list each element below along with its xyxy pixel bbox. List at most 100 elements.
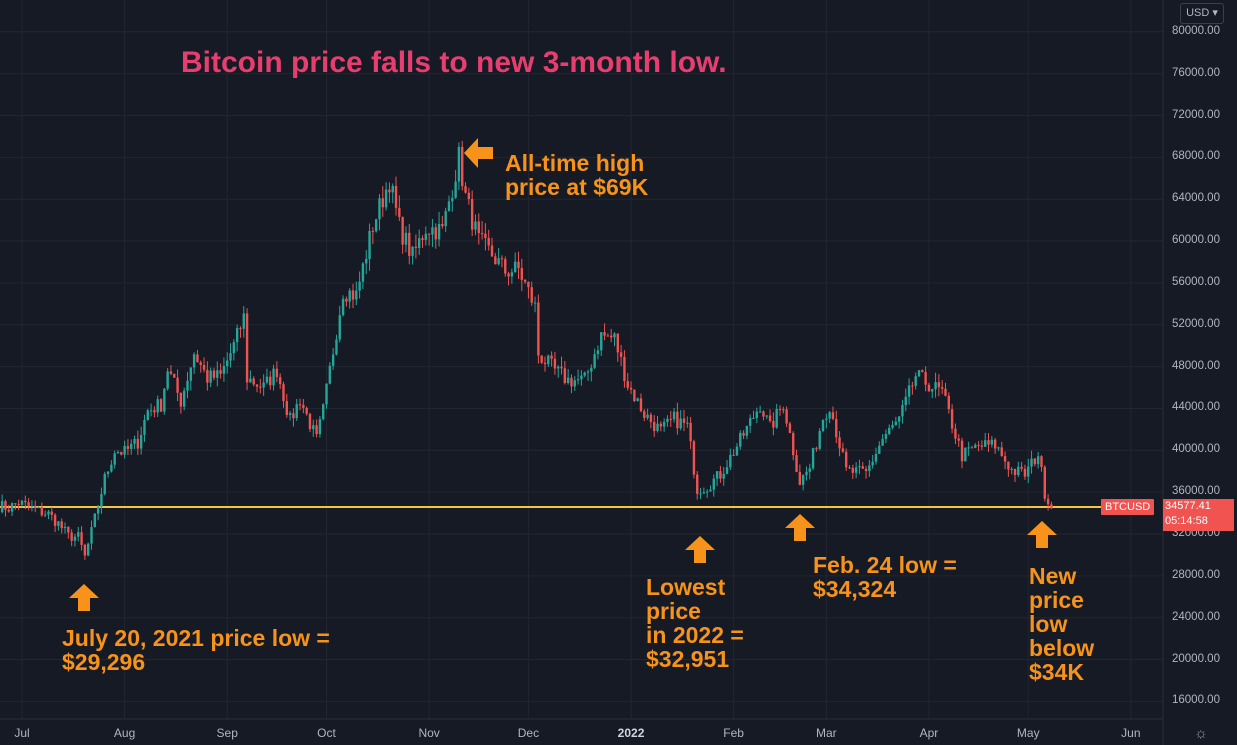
candle-body <box>335 339 338 355</box>
candle-body <box>278 377 282 385</box>
candle-body <box>239 328 242 330</box>
candle-body <box>83 544 87 556</box>
candle-body <box>984 440 987 447</box>
candle-body <box>656 423 659 431</box>
candle-body <box>77 532 80 537</box>
candle-body <box>633 389 636 402</box>
candle-body <box>133 438 136 444</box>
candle-body <box>583 372 586 376</box>
candle-body <box>173 373 176 378</box>
candle-body <box>434 227 437 240</box>
x-tick-label: Aug <box>113 726 136 740</box>
up-arrow-icon <box>685 536 715 563</box>
candle-body <box>772 421 775 428</box>
candle-body <box>517 261 520 269</box>
candle-body <box>1010 468 1013 470</box>
candle-body <box>616 333 619 353</box>
candle-body <box>110 464 113 472</box>
candle-body <box>570 377 573 387</box>
candle-body <box>904 396 907 406</box>
candle-body <box>735 446 739 456</box>
candle-body <box>159 399 163 412</box>
candle-body <box>259 386 262 388</box>
candle-body <box>964 447 967 462</box>
candle-body <box>1033 458 1037 465</box>
candle-body <box>179 392 183 407</box>
candle-body <box>93 513 97 528</box>
candle-body <box>186 380 189 391</box>
x-tick-label: Jul <box>14 726 30 740</box>
candle-body <box>305 407 308 414</box>
candle-body <box>954 428 957 439</box>
candle-body <box>232 342 236 354</box>
candle-body <box>365 259 368 264</box>
candle-body <box>854 467 858 473</box>
y-tick-label: 16000.00 <box>1172 694 1220 707</box>
candle-body <box>897 416 901 422</box>
candle-body <box>47 511 50 515</box>
candle-body <box>226 360 229 367</box>
candle-body <box>156 399 159 413</box>
candle-body <box>14 503 17 505</box>
candle-body <box>288 413 292 415</box>
candle-body <box>24 500 27 503</box>
x-tick-label: Dec <box>517 726 540 740</box>
candle-body <box>689 422 692 442</box>
currency-select[interactable]: USD ▾ <box>1180 3 1224 24</box>
annotation-ath: All-time high price at $69K <box>505 150 649 200</box>
candle-body <box>811 448 815 469</box>
candle-body <box>275 368 279 378</box>
candle-body <box>795 455 798 472</box>
candle-body <box>192 354 196 368</box>
candle-body <box>1036 456 1040 465</box>
candle-body <box>176 377 179 393</box>
y-tick-label: 28000.00 <box>1172 568 1220 581</box>
candle-body <box>788 423 792 434</box>
candle-body <box>758 411 762 413</box>
annotation-2022-low: Lowest price in 2022 = $32,951 <box>646 574 744 672</box>
candle-body <box>917 370 921 377</box>
candle-body <box>639 398 643 412</box>
candle-body <box>957 438 960 441</box>
candle-body <box>914 376 917 386</box>
candle-body <box>576 379 580 381</box>
candle-body <box>199 362 202 365</box>
candle-body <box>474 221 477 230</box>
y-tick-label: 60000.00 <box>1172 234 1220 247</box>
candle-body <box>374 219 378 232</box>
candle-body <box>798 471 802 485</box>
candle-body <box>1043 466 1046 499</box>
candle-body <box>613 333 616 338</box>
candle-body <box>768 415 772 422</box>
settings-icon[interactable]: ☼ <box>1194 725 1208 742</box>
up-arrow-icon <box>69 584 99 611</box>
candle-body <box>699 493 702 495</box>
candle-body <box>729 454 732 468</box>
candle-body <box>50 511 53 515</box>
candle-body <box>480 233 484 235</box>
x-tick-label: Nov <box>418 726 440 740</box>
candle-body <box>391 185 394 193</box>
candle-body <box>34 505 37 508</box>
candle-body <box>600 332 603 351</box>
candle-body <box>418 238 421 249</box>
candle-body <box>408 232 411 256</box>
y-tick-label: 52000.00 <box>1172 317 1220 330</box>
candle-body <box>944 388 947 396</box>
candle-body <box>146 410 149 421</box>
candle-body <box>888 427 891 435</box>
candle-body <box>249 378 252 383</box>
candle-body <box>626 381 629 388</box>
candle-body <box>1030 458 1033 467</box>
x-tick-label: Oct <box>317 726 336 740</box>
candle-body <box>672 411 676 420</box>
candle-body <box>722 473 725 479</box>
candle-body <box>623 356 626 382</box>
candle-body <box>818 430 821 449</box>
chevron-down-icon: ▾ <box>1209 7 1218 19</box>
candle-body <box>629 387 633 390</box>
candle-body <box>169 371 173 374</box>
candle-body <box>394 185 398 208</box>
candle-body <box>497 258 500 265</box>
candle-body <box>563 368 567 384</box>
